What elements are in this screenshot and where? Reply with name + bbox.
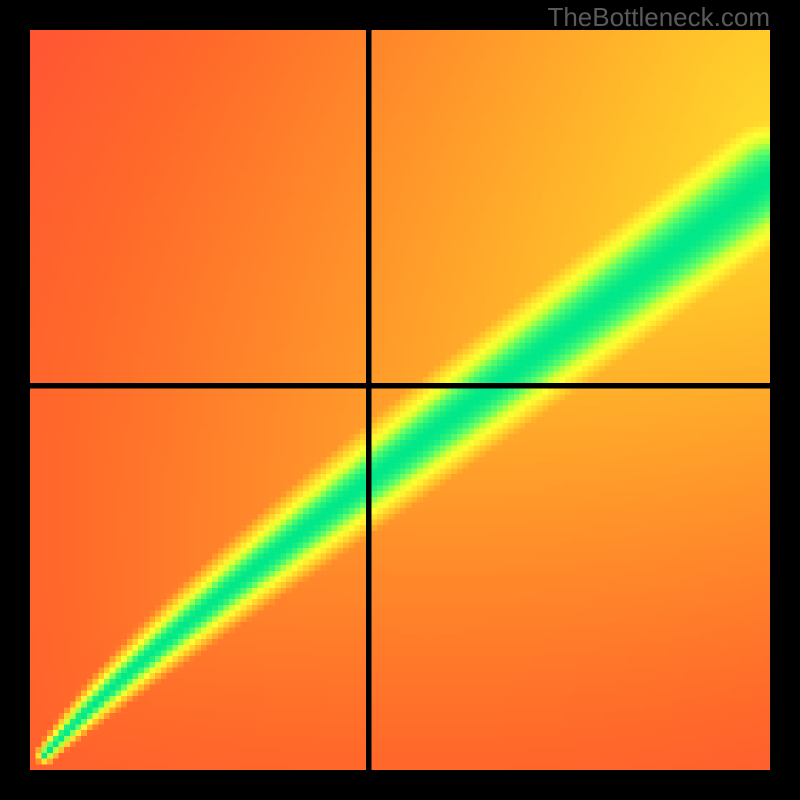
chart-container: TheBottleneck.com [0, 0, 800, 800]
watermark-text: TheBottleneck.com [547, 2, 770, 33]
bottleneck-heatmap [30, 30, 770, 770]
